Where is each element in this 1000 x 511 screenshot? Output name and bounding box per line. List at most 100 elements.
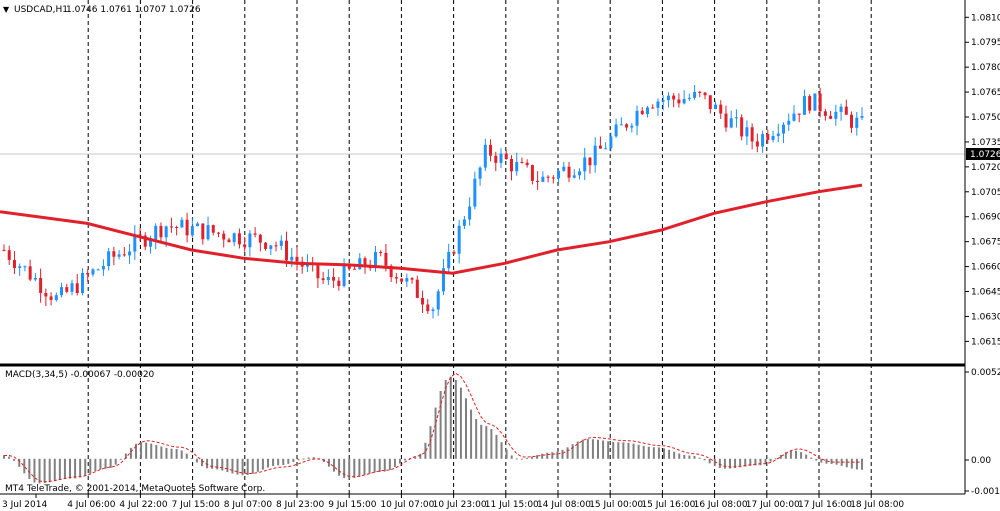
- macd-bar: [99, 458, 102, 470]
- price-label: 1.0720: [971, 163, 1000, 173]
- candle: [468, 197, 472, 226]
- copyright-text: MT4 TeleTrade, © 2001-2014, MetaQuotes S…: [5, 484, 265, 494]
- candle: [28, 259, 32, 282]
- macd-bar: [581, 439, 584, 459]
- macd-bar: [145, 442, 148, 459]
- candle: [734, 109, 738, 128]
- macd-bar: [256, 458, 259, 472]
- candle: [96, 268, 100, 271]
- macd-bar: [333, 458, 335, 472]
- macd-bar: [8, 456, 11, 459]
- macd-bar: [363, 458, 366, 476]
- macd-axis-max: 0.00528: [971, 368, 1000, 378]
- macd-bar: [622, 442, 625, 459]
- macd-axis-zero: 0.00: [971, 456, 991, 466]
- candle: [604, 142, 608, 150]
- candle: [258, 233, 262, 252]
- macd-bar: [835, 458, 838, 465]
- macd-bar: [795, 450, 797, 459]
- macd-bar: [556, 451, 559, 459]
- macd-bar: [312, 457, 315, 459]
- macd-bar: [53, 458, 56, 482]
- macd-bar: [206, 458, 209, 469]
- price-panel[interactable]: [0, 0, 965, 364]
- macd-bar: [754, 458, 757, 466]
- candle: [175, 225, 179, 236]
- candle: [635, 105, 639, 136]
- macd-panel[interactable]: [0, 367, 965, 494]
- macd-bar: [48, 458, 51, 483]
- moving-average-line: [0, 183, 863, 275]
- candle: [860, 107, 864, 121]
- macd-bar: [861, 458, 863, 470]
- candle: [86, 268, 90, 283]
- chart-menu-icon[interactable]: ▼: [3, 5, 10, 14]
- macd-bar: [109, 458, 112, 468]
- macd-bar: [465, 398, 467, 459]
- candle: [672, 93, 676, 108]
- macd-bar: [683, 454, 686, 459]
- macd-bar: [388, 458, 391, 470]
- candle: [766, 129, 770, 144]
- macd-bar: [617, 442, 620, 459]
- macd-bar: [510, 455, 513, 459]
- price-label: 1.0750: [971, 113, 1000, 123]
- candle: [295, 247, 299, 271]
- candle: [776, 123, 780, 143]
- macd-bar: [155, 444, 158, 459]
- time-label: 16 Jul 08:00: [694, 500, 748, 510]
- macd-bar: [63, 458, 66, 480]
- macd-bar: [226, 458, 229, 473]
- candle: [546, 175, 550, 183]
- macd-bar: [414, 457, 417, 459]
- candle: [515, 152, 519, 176]
- candle: [405, 273, 409, 288]
- macd-bar: [713, 458, 716, 467]
- candle: [829, 110, 833, 120]
- time-label: 9 Jul 15:00: [328, 500, 377, 510]
- macd-bar: [515, 458, 518, 460]
- macd-bar: [18, 458, 21, 467]
- candle: [598, 136, 602, 149]
- macd-bar: [69, 458, 71, 479]
- macd-bar: [551, 452, 554, 459]
- candle: [54, 292, 58, 302]
- candle: [509, 155, 513, 181]
- macd-bar: [693, 455, 696, 459]
- macd-bar: [267, 458, 269, 468]
- macd-bar: [79, 458, 82, 478]
- candle: [813, 93, 817, 111]
- macd-bar: [94, 458, 97, 472]
- macd-bar: [673, 451, 676, 459]
- candle: [426, 299, 430, 314]
- time-label: 11 Jul 15:00: [485, 500, 539, 510]
- candle: [771, 130, 775, 143]
- candle: [630, 123, 634, 133]
- macd-bar: [759, 458, 762, 466]
- price-label: 1.0615: [971, 337, 1000, 347]
- time-label: 15 Jul 00:00: [589, 500, 643, 510]
- macd-bar: [749, 458, 752, 466]
- candle: [839, 103, 843, 121]
- candle: [562, 161, 566, 172]
- candle: [478, 166, 482, 186]
- macd-bar: [774, 458, 777, 460]
- time-label: 7 Jul 15:00: [172, 500, 221, 510]
- macd-bar: [170, 448, 173, 459]
- macd-bar: [505, 449, 508, 459]
- candle: [400, 278, 404, 283]
- candle: [625, 123, 629, 131]
- candle: [557, 168, 561, 185]
- macd-bar: [652, 447, 655, 459]
- candle: [447, 243, 451, 273]
- macd-bar: [343, 458, 346, 479]
- candle: [483, 138, 487, 171]
- candle: [740, 114, 744, 141]
- candle: [541, 171, 545, 183]
- time-label: 4 Jul 06:00: [67, 500, 116, 510]
- candle: [818, 87, 822, 118]
- candle: [646, 106, 649, 118]
- macd-bar: [28, 458, 31, 479]
- macd-bar: [718, 458, 721, 469]
